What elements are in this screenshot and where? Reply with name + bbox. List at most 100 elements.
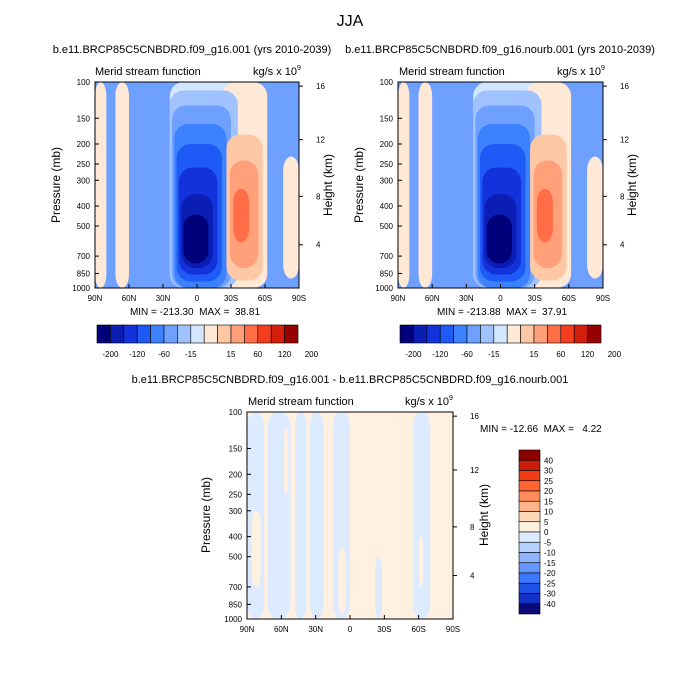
y2-tick-label: 16 — [316, 82, 325, 91]
colorbar-swatch — [518, 562, 541, 574]
colorbar-label: 20 — [544, 487, 553, 496]
colorbar-label: -10 — [544, 549, 556, 558]
contour-region-0 — [95, 82, 107, 288]
y-tick-label: 850 — [380, 269, 394, 278]
colorbar-label: -15 — [488, 350, 500, 359]
contour-region-4 — [332, 412, 350, 619]
panel-2-title: b.e11.BRCP85C5CNBDRD.f09_g16.nourb.001 (… — [345, 44, 655, 56]
y-tick-label: 400 — [229, 533, 243, 542]
colorbar-label: 15 — [544, 497, 553, 506]
panel-1-ylabel: Pressure (mb) — [49, 147, 63, 223]
colorbar-label: -15 — [185, 350, 197, 359]
contour-region-14 — [233, 188, 250, 243]
colorbar-swatch — [518, 490, 541, 502]
y-tick-label: 500 — [77, 222, 91, 231]
colorbar-label: -60 — [461, 350, 473, 359]
colorbar-swatch — [533, 324, 548, 344]
panel-2-plot: 90N 60N 30N 0 30S 60S 90S 100 150 200 250 300 400 500… — [375, 78, 629, 303]
x-tick-label: 90N — [88, 294, 103, 303]
colorbar-swatch — [518, 459, 541, 471]
y-tick-label: 850 — [77, 269, 91, 278]
y2-tick-label: 12 — [316, 136, 325, 145]
panel-3: b.e11.BRCP85C5CNBDRD.f09_g16.001 - b.e11… — [132, 374, 603, 634]
contour-region-4 — [283, 156, 299, 279]
colorbar-label: 15 — [530, 350, 539, 359]
panel-2-units: kg/s x 109 — [557, 65, 605, 78]
y-tick-label: 300 — [229, 507, 243, 516]
colorbar-swatch — [587, 324, 602, 344]
colorbar-swatch — [244, 324, 259, 344]
x-tick-label: 90N — [240, 625, 255, 634]
panel-3-ylabel: Pressure (mb) — [199, 477, 213, 553]
contour-region-3 — [309, 412, 324, 619]
colorbar-swatch — [560, 324, 575, 344]
colorbar-label: 30 — [544, 467, 553, 476]
contour-region-9 — [338, 547, 346, 615]
x-tick-label: 30S — [224, 294, 238, 303]
y-tick-label: 1000 — [72, 284, 90, 293]
colorbar-swatch — [518, 521, 541, 533]
page-title: JJA — [337, 13, 364, 30]
colorbar-swatch — [518, 541, 541, 553]
panel-3-title: b.e11.BRCP85C5CNBDRD.f09_g16.001 - b.e11… — [132, 374, 569, 386]
colorbar-swatch — [257, 324, 272, 344]
panel-2-ylabel: Pressure (mb) — [352, 147, 366, 223]
colorbar-label: 0 — [544, 528, 549, 537]
colorbar-swatch — [466, 324, 481, 344]
panel-2-stats: MIN = -213.88 MAX = 37.91 — [437, 307, 568, 318]
contour-region-5 — [375, 556, 383, 619]
colorbar-label: 200 — [608, 350, 622, 359]
colorbar-label: 60 — [253, 350, 262, 359]
colorbar-label: -15 — [544, 559, 556, 568]
colorbar-swatch — [518, 582, 541, 594]
contour-region-8 — [283, 428, 289, 495]
panel-1-units-exponent: 9 — [297, 65, 301, 72]
panel-3-stats: MIN = -12.66 MAX = 4.22 — [480, 424, 602, 435]
y-tick-label: 700 — [229, 583, 243, 592]
colorbar-label: 40 — [544, 456, 553, 465]
colorbar-swatch — [136, 324, 151, 344]
y-tick-label: 1000 — [224, 615, 242, 624]
panel-2: b.e11.BRCP85C5CNBDRD.f09_g16.nourb.001 (… — [345, 44, 655, 359]
colorbar-label: -5 — [544, 538, 552, 547]
panel-2-ylabel2: Height (km) — [625, 154, 639, 216]
colorbar-swatch — [480, 324, 495, 344]
colorbar-label: -30 — [544, 590, 556, 599]
panel-2-left-label: Merid stream function — [399, 66, 505, 78]
y-tick-label: 300 — [380, 176, 394, 185]
colorbar-label: -200 — [405, 350, 422, 359]
colorbar-swatch — [163, 324, 178, 344]
colorbar-swatch — [518, 480, 541, 492]
y2-tick-label: 8 — [470, 523, 475, 532]
colorbar-swatch — [96, 324, 111, 344]
panel-3-units-exponent: 9 — [449, 395, 453, 402]
contour-region-2 — [295, 412, 307, 619]
colorbar-swatch — [453, 324, 468, 344]
colorbar-swatch — [573, 324, 588, 344]
x-tick-label: 90S — [596, 294, 610, 303]
colorbar-label: 200 — [305, 350, 319, 359]
y-tick-label: 500 — [229, 553, 243, 562]
y-tick-label: 700 — [77, 252, 91, 261]
colorbar-swatch — [518, 572, 541, 584]
y-tick-label: 200 — [77, 140, 91, 149]
x-tick-label: 90S — [446, 625, 460, 634]
colorbar-swatch — [439, 324, 454, 344]
x-tick-label: 30S — [528, 294, 542, 303]
y-tick-label: 250 — [77, 160, 91, 169]
panel-2-colorbar: -200 -120 -60 -15 15 60 120 200 — [399, 324, 622, 359]
x-tick-label: 30N — [459, 294, 474, 303]
x-tick-label: 60N — [425, 294, 440, 303]
colorbar-swatch — [547, 324, 562, 344]
colorbar-swatch — [426, 324, 441, 344]
colorbar-swatch — [518, 449, 541, 461]
colorbar-swatch — [520, 324, 535, 344]
x-tick-label: 30N — [156, 294, 171, 303]
colorbar-swatch — [506, 324, 521, 344]
colorbar-swatch — [493, 324, 508, 344]
colorbar-swatch — [518, 470, 541, 482]
colorbar-swatch — [413, 324, 428, 344]
colorbar-label: 60 — [556, 350, 565, 359]
